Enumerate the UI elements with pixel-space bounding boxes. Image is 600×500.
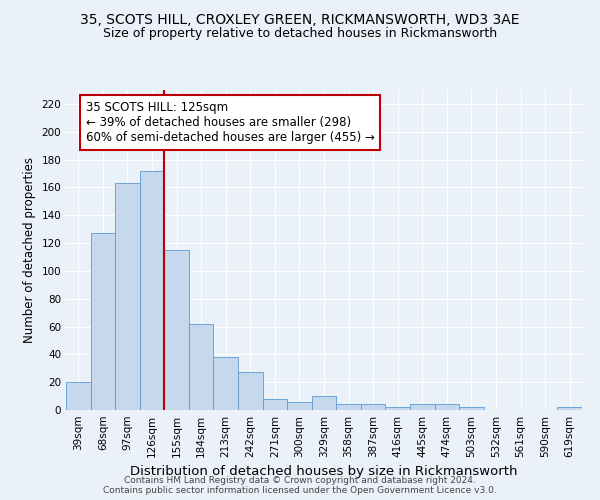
Bar	[115, 183, 140, 410]
Bar	[140, 170, 164, 410]
Bar	[91, 234, 115, 410]
Bar	[263, 399, 287, 410]
X-axis label: Distribution of detached houses by size in Rickmansworth: Distribution of detached houses by size …	[130, 466, 518, 478]
Text: 35 SCOTS HILL: 125sqm
← 39% of detached houses are smaller (298)
60% of semi-det: 35 SCOTS HILL: 125sqm ← 39% of detached …	[86, 101, 374, 144]
Bar	[385, 407, 410, 410]
Bar	[459, 407, 484, 410]
Bar	[164, 250, 189, 410]
Bar	[238, 372, 263, 410]
Bar	[189, 324, 214, 410]
Text: Contains public sector information licensed under the Open Government Licence v3: Contains public sector information licen…	[103, 486, 497, 495]
Bar	[434, 404, 459, 410]
Text: 35, SCOTS HILL, CROXLEY GREEN, RICKMANSWORTH, WD3 3AE: 35, SCOTS HILL, CROXLEY GREEN, RICKMANSW…	[80, 12, 520, 26]
Bar	[410, 404, 434, 410]
Bar	[336, 404, 361, 410]
Bar	[312, 396, 336, 410]
Bar	[361, 404, 385, 410]
Y-axis label: Number of detached properties: Number of detached properties	[23, 157, 36, 343]
Bar	[287, 402, 312, 410]
Text: Contains HM Land Registry data © Crown copyright and database right 2024.: Contains HM Land Registry data © Crown c…	[124, 476, 476, 485]
Bar	[214, 357, 238, 410]
Bar	[557, 407, 582, 410]
Text: Size of property relative to detached houses in Rickmansworth: Size of property relative to detached ho…	[103, 28, 497, 40]
Bar	[66, 382, 91, 410]
